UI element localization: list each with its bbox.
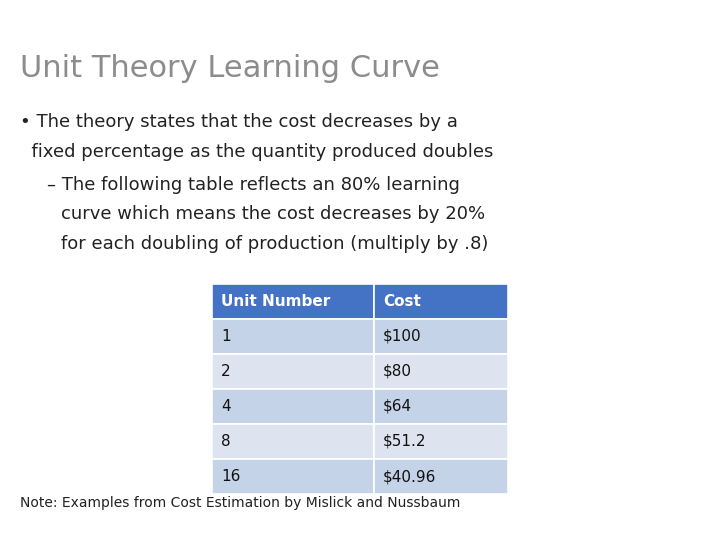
- Text: fixed percentage as the quantity produced doubles: fixed percentage as the quantity produce…: [20, 143, 493, 161]
- Text: $80: $80: [383, 364, 412, 379]
- Text: Unit Theory Learning Curve: Unit Theory Learning Curve: [20, 54, 440, 83]
- Text: • The theory states that the cost decreases by a: • The theory states that the cost decrea…: [20, 113, 458, 131]
- Text: 4: 4: [221, 399, 230, 414]
- Text: $40.96: $40.96: [383, 469, 436, 484]
- Text: 1: 1: [221, 329, 230, 343]
- Text: – The following table reflects an 80% learning: – The following table reflects an 80% le…: [47, 176, 459, 193]
- Text: Unit Number: Unit Number: [221, 294, 330, 308]
- Text: Cost: Cost: [383, 294, 421, 308]
- Text: 8: 8: [221, 434, 230, 449]
- Text: $64: $64: [383, 399, 412, 414]
- Text: $51.2: $51.2: [383, 434, 426, 449]
- Text: $100: $100: [383, 329, 422, 343]
- Text: curve which means the cost decreases by 20%: curve which means the cost decreases by …: [61, 205, 485, 223]
- Text: 16: 16: [221, 469, 240, 484]
- Text: 2: 2: [221, 364, 230, 379]
- Text: Note: Examples from Cost Estimation by Mislick and Nussbaum: Note: Examples from Cost Estimation by M…: [20, 496, 461, 510]
- Text: for each doubling of production (multiply by .8): for each doubling of production (multipl…: [61, 235, 489, 253]
